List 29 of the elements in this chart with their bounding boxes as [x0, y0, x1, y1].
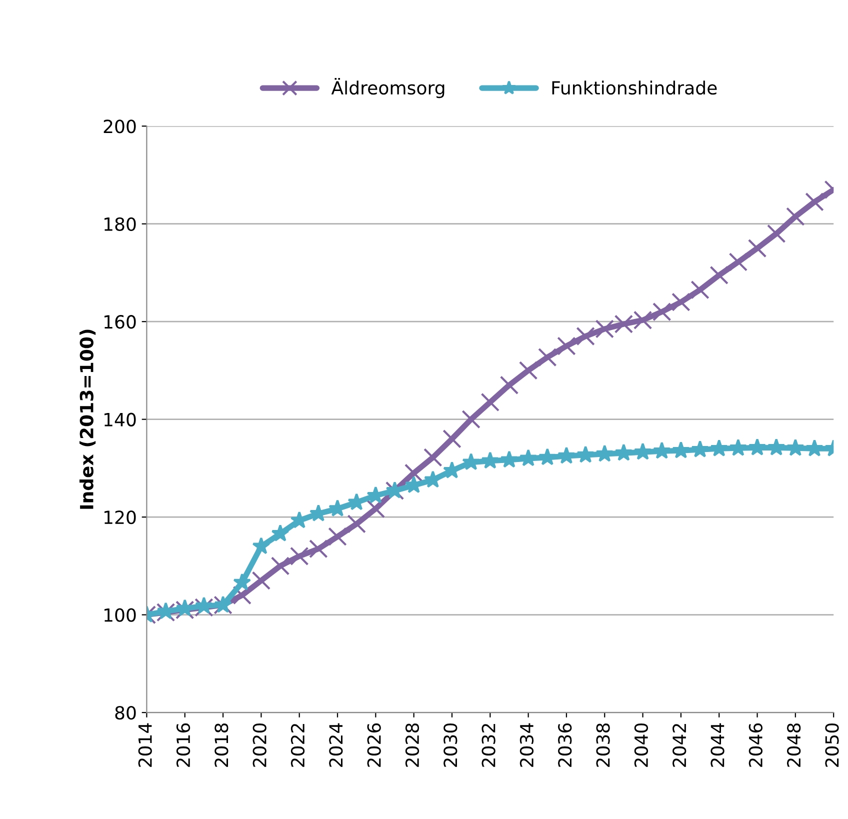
- x-tick-label: 2048: [787, 723, 801, 767]
- x-tick-label: 2036: [558, 723, 572, 767]
- y-tick-label: 80: [115, 706, 136, 720]
- x-tick-label: 2046: [748, 723, 763, 767]
- legend-label: Äldreomsorg: [331, 78, 444, 98]
- legend-label: Funktionshindrade: [552, 80, 717, 95]
- x-tick-label: 2014: [138, 723, 152, 767]
- x-tick-label: 2034: [520, 723, 534, 767]
- x-tick-label: 2020: [252, 723, 266, 767]
- x-tick-label: 2030: [444, 723, 458, 767]
- y-tick-label: 140: [104, 412, 136, 426]
- x-tick-label: 2028: [405, 723, 420, 767]
- x-tick-label: 2040: [634, 723, 648, 767]
- x-tick-label: 2044: [710, 723, 724, 767]
- y-axis-title: Index (2013=100): [79, 330, 96, 509]
- x-tick-label: 2042: [672, 724, 686, 767]
- x-tick-label: 2024: [329, 723, 343, 767]
- x-tick-label: 2050: [825, 723, 839, 767]
- x-tick-label: 2038: [596, 723, 610, 767]
- x-tick-label: 2022: [290, 724, 305, 767]
- y-tick-label: 180: [104, 217, 136, 231]
- y-tick-label: 120: [104, 510, 136, 524]
- y-tick-label: 200: [104, 120, 136, 134]
- x-tick-label: 2016: [176, 723, 190, 767]
- y-tick-label: 160: [104, 315, 136, 329]
- y-tick-label: 100: [104, 608, 136, 622]
- x-tick-label: 2032: [482, 724, 496, 767]
- x-tick-label: 2018: [214, 723, 228, 767]
- x-tick-label: 2026: [367, 723, 381, 767]
